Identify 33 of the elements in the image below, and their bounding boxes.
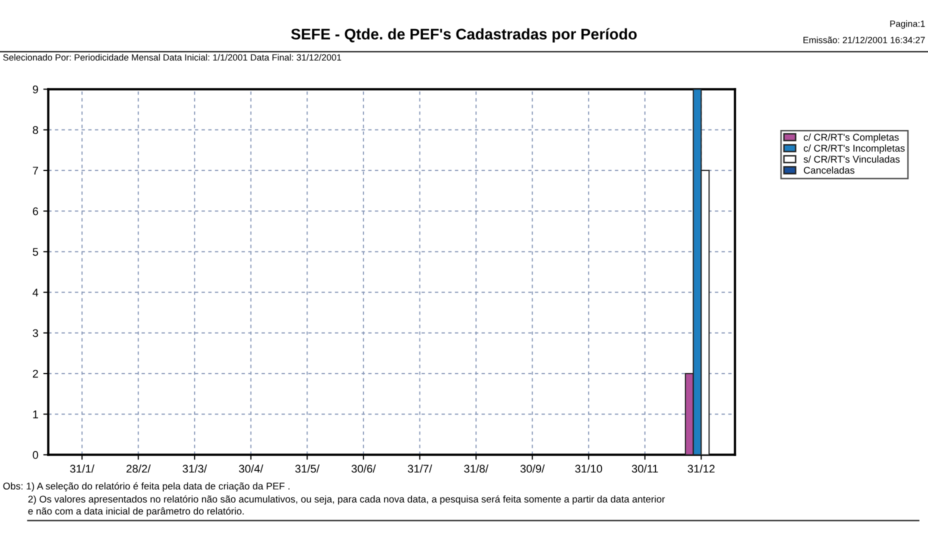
x-tick-label: 31/7/ [408, 464, 432, 473]
y-tick-label: 8 [32, 126, 38, 134]
y-tick-label: 0 [32, 451, 38, 459]
legend-label: Canceladas [804, 166, 854, 174]
text: 2) Os valores apresentados no relatório não são acumulativos, ou seja, para cada nova data, a pesquisa será feita somente a partir da data anterior [28, 495, 665, 505]
text: Pagina:1 [890, 20, 925, 29]
text: e não com a data inicial de parâmetro do relatório. [28, 507, 244, 516]
x-tick-label: 28/2/ [126, 464, 151, 473]
chart-title: SEFE - Qtde. de PEF's Cadastradas por Período [291, 28, 637, 43]
y-tick-label: 1 [33, 410, 38, 418]
x-tick-label: 31/8/ [464, 464, 488, 473]
y-tick-label: 5 [32, 248, 38, 256]
x-tick-label: 31/12 [688, 464, 715, 473]
legend-label: c/ CR/RT's Incompletas [804, 144, 905, 154]
x-tick-label: 30/6/ [352, 464, 376, 473]
x-tick-label: 31/5/ [295, 464, 320, 473]
x-tick-label: 31/1/ [70, 464, 94, 473]
y-tick-label: 3 [32, 329, 38, 338]
y-tick-label: 7 [32, 166, 38, 174]
chart-subtitle: Selecionado Por: Periodicidade Mensal Data Inicial: 1/1/2001 Data Final: 31/12/2001 [3, 54, 342, 61]
y-tick-label: 4 [32, 288, 38, 296]
x-tick-label: 31/10 [575, 464, 602, 473]
legend-label: c/ CR/RT's Completas [804, 134, 899, 143]
x-tick-label: 30/4/ [238, 464, 264, 473]
x-tick-label: 30/9/ [520, 464, 545, 473]
x-tick-label: 31/3/ [182, 464, 207, 473]
y-tick-label: 2 [32, 370, 38, 378]
legend-label: s/ CR/RT's Vinculadas [804, 156, 900, 163]
x-tick-label: 30/11 [632, 464, 658, 473]
text: Emissão: 21/12/2001 16:34:27 [804, 36, 925, 44]
text: Obs: 1) A seleção do relatório é feita pela data de criação da PEF . [3, 482, 290, 492]
y-tick-label: 6 [32, 207, 38, 216]
y-tick-label: 9 [32, 85, 38, 94]
